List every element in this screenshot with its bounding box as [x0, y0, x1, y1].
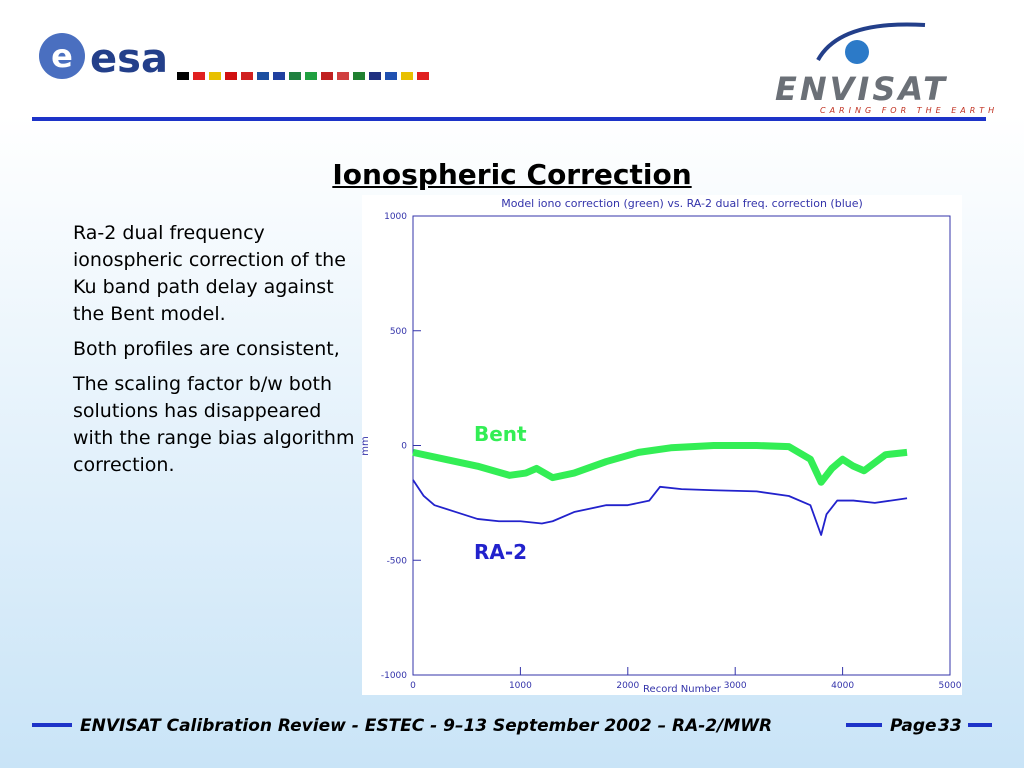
envisat-logo: ENVISAT	[775, 70, 948, 108]
chart: Model iono correction (green) vs. RA-2 d…	[362, 195, 962, 695]
esa-mark: e	[51, 37, 73, 75]
y-tick-label: -1000	[381, 671, 407, 681]
paragraph: The scaling factor b/w both solutions ha…	[73, 373, 355, 476]
envisat-swoosh	[816, 22, 926, 62]
y-tick-label: 0	[401, 442, 407, 452]
footer-rule	[968, 723, 992, 727]
flags	[177, 72, 429, 80]
x-tick-label: 1000	[509, 681, 532, 691]
series-line	[412, 442, 908, 486]
y-tick-label: -500	[387, 556, 408, 566]
esa-logo: esa	[90, 36, 168, 82]
footer-text: ENVISAT Calibration Review - ESTEC - 9–1…	[80, 716, 772, 736]
y-tick-label: 1000	[384, 212, 407, 222]
esa-circle	[39, 33, 85, 79]
page-label: Page	[890, 716, 937, 736]
chart-title: Model iono correction (green) vs. RA-2 d…	[501, 197, 863, 210]
y-tick-label: 500	[390, 327, 407, 337]
annotation: Bent	[474, 422, 527, 446]
paragraph: Ra-2 dual frequency ionospheric correcti…	[73, 222, 346, 325]
footer-rule	[846, 723, 882, 727]
page-number: 33	[938, 716, 962, 736]
slide-title: Ionospheric Correction	[332, 158, 692, 191]
chart-bg	[362, 195, 962, 695]
body-text: Ra-2 dual frequency ionospheric correcti…	[73, 220, 358, 487]
annotation: RA-2	[474, 540, 527, 564]
paragraph: Both profiles are consistent,	[73, 338, 340, 360]
x-tick-label: 4000	[831, 681, 854, 691]
footer: ENVISAT Calibration Review - ESTEC - 9–1…	[0, 712, 1024, 738]
x-tick-label: 0	[410, 681, 416, 691]
x-tick-label: 3000	[724, 681, 747, 691]
envisat-globe	[845, 40, 869, 64]
header: e esa ENVISAT CARING FOR THE EARTH	[32, 22, 998, 121]
footer-rule	[32, 723, 72, 727]
series-line	[412, 479, 908, 536]
envisat-tagline: CARING FOR THE EARTH	[820, 106, 998, 115]
y-axis-label: mm	[362, 436, 371, 455]
footer-bar: ENVISAT Calibration Review - ESTEC - 9–1…	[32, 716, 992, 736]
x-tick-label: 5000	[939, 681, 962, 691]
x-tick-label: 2000	[616, 681, 639, 691]
header-rule	[32, 117, 986, 121]
x-axis-label: Record Number	[643, 684, 722, 695]
